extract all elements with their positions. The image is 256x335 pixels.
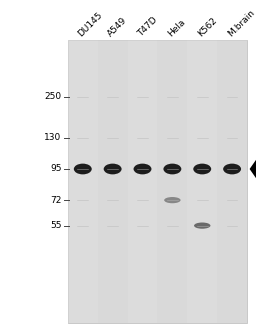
Bar — [187, 40, 217, 323]
Text: 95: 95 — [50, 164, 61, 174]
Ellipse shape — [163, 163, 181, 175]
Polygon shape — [250, 149, 256, 189]
Ellipse shape — [164, 197, 180, 203]
Ellipse shape — [194, 222, 210, 229]
Bar — [98, 40, 127, 323]
Text: 130: 130 — [44, 133, 61, 142]
Ellipse shape — [134, 163, 152, 175]
Bar — [127, 40, 157, 323]
Text: A549: A549 — [106, 16, 129, 39]
Text: 72: 72 — [50, 196, 61, 205]
Ellipse shape — [193, 163, 211, 175]
Ellipse shape — [223, 163, 241, 175]
Text: T47D: T47D — [136, 15, 159, 39]
Bar — [68, 40, 247, 323]
Text: DU145: DU145 — [76, 11, 104, 39]
Text: Hela: Hela — [166, 18, 187, 39]
Bar — [217, 40, 247, 323]
Text: 250: 250 — [44, 92, 61, 101]
Bar — [157, 40, 187, 323]
Text: 55: 55 — [50, 221, 61, 230]
Ellipse shape — [104, 163, 122, 175]
Ellipse shape — [74, 163, 92, 175]
Text: M.brain: M.brain — [226, 8, 256, 39]
Bar — [68, 40, 98, 323]
Text: K562: K562 — [196, 16, 219, 39]
